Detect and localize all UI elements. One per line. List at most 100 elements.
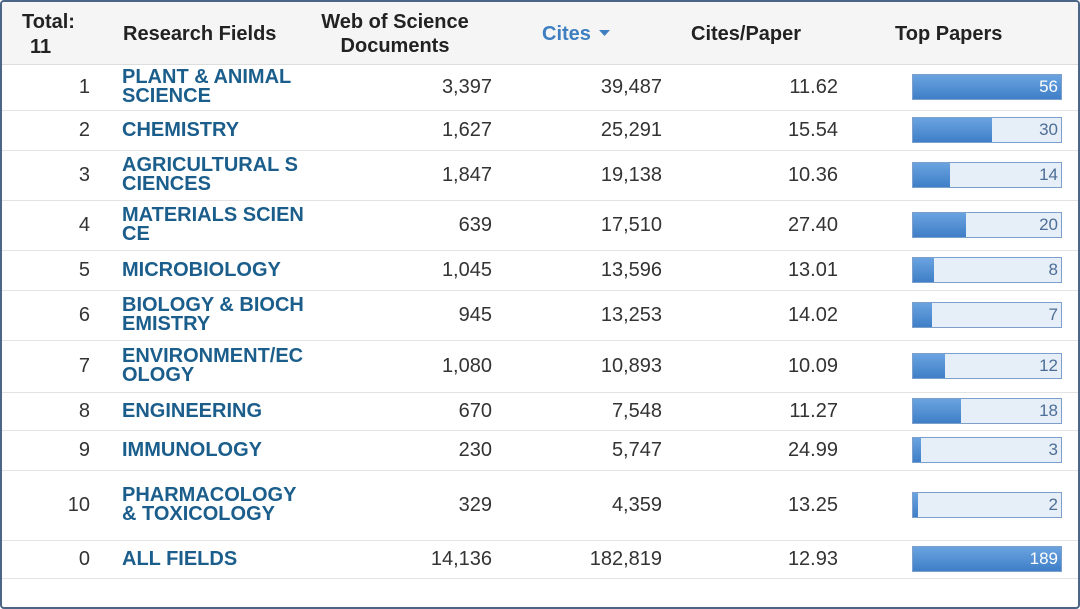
documents: 1,045 — [441, 259, 492, 281]
cites-per-paper: 24.99 — [787, 439, 838, 461]
table-row: 5 MICROBIOLOGY 1,045 13,596 13.01 8 — [2, 250, 1078, 291]
table-row: 6 BIOLOGY & BIOCHEMISTRY 945 13,253 14.02 7 — [2, 290, 1078, 341]
total-label: Total: — [22, 11, 75, 33]
rank: 2 — [78, 119, 90, 141]
sort-caret — [599, 30, 610, 36]
bar-fill — [913, 118, 993, 142]
bar-fill — [913, 75, 1061, 99]
col-header[interactable]: Research Fields — [123, 23, 277, 45]
bar-label: 14 — [1039, 165, 1058, 184]
rank: 5 — [78, 259, 90, 281]
field-link[interactable]: IMMUNOLOGY — [122, 438, 262, 461]
bar-label: 12 — [1039, 356, 1058, 375]
bar-label: 8 — [1048, 260, 1058, 279]
top-papers-bar: 7 — [912, 302, 1062, 328]
table-row: 10 PHARMACOLOGY & TOXICOLOGY 329 4,359 13.25… — [2, 470, 1078, 541]
documents: 1,080 — [441, 355, 492, 377]
cites: 25,291 — [600, 119, 662, 141]
field-link[interactable]: CHEMISTRY — [122, 118, 240, 141]
field-link[interactable]: MICROBIOLOGY — [122, 258, 281, 281]
bar-label: 20 — [1039, 215, 1058, 234]
rank: 3 — [78, 164, 90, 186]
top-papers-bar: 56 — [912, 74, 1062, 100]
rank: 0 — [78, 548, 90, 570]
cites: 13,596 — [600, 259, 662, 281]
table-row: 2 CHEMISTRY 1,627 25,291 15.54 30 — [2, 110, 1078, 151]
cites-per-paper: 13.01 — [787, 259, 838, 281]
bar-fill — [913, 399, 961, 423]
bar-label: 189 — [1029, 549, 1058, 568]
bar-label: 30 — [1039, 120, 1058, 139]
cites: 182,819 — [589, 548, 662, 570]
cites-per-paper: 11.27 — [789, 400, 838, 422]
rank: 8 — [78, 400, 90, 422]
top-papers-bar: 30 — [912, 117, 1062, 143]
cites: 17,510 — [600, 214, 662, 236]
field-link[interactable]: ENGINEERING — [122, 399, 263, 422]
cites-per-paper: 10.09 — [787, 355, 838, 377]
bar-fill — [913, 493, 919, 517]
top-papers-bar: 2 — [912, 492, 1062, 518]
bar-fill — [913, 213, 966, 237]
cites: 10,893 — [600, 355, 662, 377]
bar-fill — [913, 303, 932, 327]
col-header[interactable]: Cites — [542, 23, 591, 45]
total: 11 — [30, 36, 52, 58]
top-papers-bar: 20 — [912, 212, 1062, 238]
table-row: 9 IMMUNOLOGY 230 5,747 24.99 3 — [2, 430, 1078, 471]
bar-label: 3 — [1048, 440, 1058, 459]
cites: 39,487 — [600, 76, 662, 98]
table-row: 8 ENGINEERING 670 7,548 11.27 18 — [2, 392, 1078, 431]
bar-fill — [913, 438, 921, 462]
bar-label: 18 — [1039, 401, 1058, 420]
documents: 3,397 — [441, 76, 492, 98]
rank: 7 — [78, 355, 90, 377]
documents: 14,136 — [430, 548, 492, 570]
cites-per-paper: 27.40 — [787, 214, 838, 236]
top-papers-bar: 14 — [912, 162, 1062, 188]
field-link[interactable]: PHARMACOLOGY & TOXICOLOGY — [122, 484, 297, 525]
bar-label: 2 — [1048, 495, 1058, 514]
table-row: 3 AGRICULTURAL SCIENCES 1,847 19,138 10.36 14 — [2, 150, 1078, 201]
bar-fill — [913, 354, 945, 378]
cites: 4,359 — [611, 494, 662, 516]
top-papers-bar: 189 — [912, 546, 1062, 572]
rank: 9 — [78, 439, 90, 461]
table-row: 7 ENVIRONMENT/ECOLOGY 1,080 10,893 10.09 12 — [2, 340, 1078, 393]
documents: 329 — [458, 494, 492, 516]
bar-fill — [913, 547, 1061, 571]
cites-per-paper: 12.93 — [787, 548, 838, 570]
bar-label: 56 — [1039, 77, 1058, 96]
field-link[interactable]: BIOLOGY & BIOCHEMISTRY — [122, 294, 304, 335]
cites: 7,548 — [611, 400, 662, 422]
bar-label: 7 — [1048, 305, 1058, 324]
field-link[interactable]: AGRICULTURAL SCIENCES — [122, 154, 298, 195]
field-link[interactable]: ALL FIELDS — [122, 547, 238, 570]
top-papers-bar: 12 — [912, 353, 1062, 379]
cites: 19,138 — [600, 164, 662, 186]
header-bg — [2, 2, 1078, 65]
documents: 230 — [458, 439, 492, 461]
cites-per-paper: 14.02 — [787, 304, 838, 326]
cites-per-paper: 11.62 — [789, 76, 838, 98]
documents: 639 — [458, 214, 492, 236]
col-header[interactable]: Web of Science Documents — [321, 11, 469, 57]
table-row: 0 ALL FIELDS 14,136 182,819 12.93 189 — [2, 540, 1078, 579]
col-header[interactable]: Top Papers — [895, 23, 1003, 45]
field-link[interactable]: PLANT & ANIMAL SCIENCE — [122, 66, 291, 107]
documents: 1,847 — [441, 164, 492, 186]
field-link[interactable]: ENVIRONMENT/ECOLOGY — [122, 345, 304, 386]
cites-per-paper: 10.36 — [787, 164, 838, 186]
bar-fill — [913, 163, 950, 187]
rank: 6 — [78, 304, 90, 326]
documents: 1,627 — [441, 119, 492, 141]
col-header[interactable]: Cites/Paper — [691, 23, 802, 45]
rank: 4 — [78, 214, 90, 236]
cites-per-paper: 15.54 — [787, 119, 838, 141]
top-papers-bar: 8 — [912, 257, 1062, 283]
rank: 1 — [78, 76, 90, 98]
table-row: 4 MATERIALS SCIENCE 639 17,510 27.40 20 — [2, 200, 1078, 251]
field-link[interactable]: MATERIALS SCIENCE — [122, 204, 304, 245]
rank: 10 — [67, 494, 90, 516]
